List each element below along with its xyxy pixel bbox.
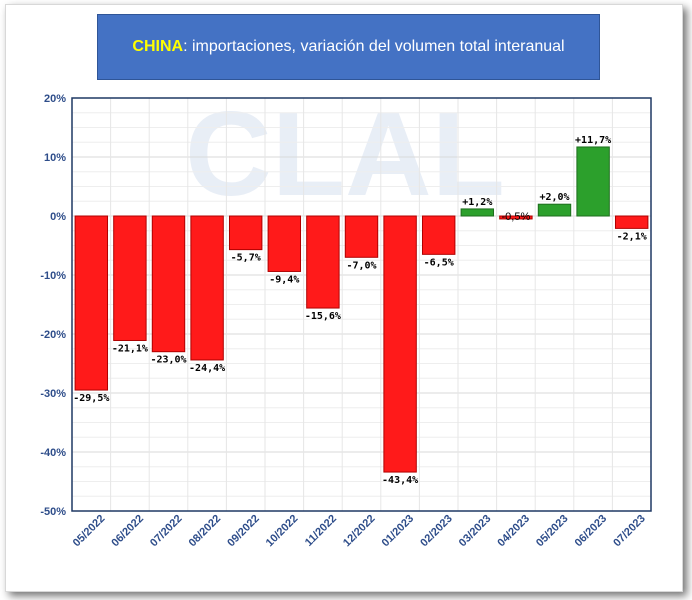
bar-02-2023 (421, 215, 456, 255)
x-tick-label: 07/2022 (148, 513, 185, 550)
data-label: +2,0% (539, 192, 569, 203)
data-label: -23,0% (150, 355, 186, 366)
y-tick-label: -50% (40, 506, 66, 518)
x-tick-label: 05/2022 (71, 513, 108, 550)
bar-06-2022 (113, 215, 147, 341)
x-tick-label: 12/2022 (341, 513, 378, 550)
bar-07-2022 (151, 215, 186, 353)
data-label: -21,1% (112, 343, 148, 354)
data-label: -7,0% (346, 260, 376, 271)
x-tick-label: 02/2023 (418, 513, 455, 550)
chart-axes (71, 97, 652, 512)
y-tick-label: 10% (44, 152, 66, 164)
title-text: : importaciones, variación del volumen t… (183, 38, 565, 55)
y-tick-label: -10% (40, 270, 66, 282)
bar-05-2022 (74, 215, 109, 391)
data-label: -5,7% (231, 253, 261, 264)
x-tick-label: 03/2023 (457, 513, 494, 550)
data-label: -29,5% (73, 393, 109, 404)
bar-07-2023 (614, 215, 649, 229)
y-tick-label: -40% (40, 447, 66, 459)
y-tick-label: 20% (44, 93, 66, 105)
bar-06-2023 (576, 146, 610, 217)
bar-10-2022 (267, 215, 302, 272)
x-tick-label: 01/2023 (380, 513, 417, 550)
bar-08-2022 (190, 215, 224, 361)
data-label: +11,7% (575, 135, 611, 146)
bar-01-2023 (383, 215, 417, 473)
data-label: -2,1% (617, 231, 647, 242)
data-label: -43,4% (382, 475, 418, 486)
data-label: +1,2% (462, 197, 492, 208)
y-tick-label: -20% (40, 329, 66, 341)
chart-bars (74, 146, 649, 473)
data-label: -24,4% (189, 363, 225, 374)
plot-border (71, 97, 652, 512)
x-tick-label: 04/2023 (495, 513, 532, 550)
x-tick-label: 11/2022 (303, 513, 339, 549)
x-tick-label: 06/2022 (109, 513, 146, 550)
data-label: -9,4% (269, 274, 299, 285)
y-axis-ticks: 20% 10% 0% -10% -20% -30% -40% -50% (40, 93, 66, 518)
data-label: -6,5% (424, 257, 454, 268)
watermark-text: CLAL (185, 87, 505, 221)
data-labels: -29,5% -21,1%-23,0%-24,4% -5,7% -9,4% -15,6%… (73, 135, 647, 486)
x-tick-label: 10/2022 (264, 513, 301, 550)
data-label: -0,5% (502, 211, 531, 223)
x-axis-ticks: 05/2022 06/2022 07/2022 08/2022 09/2022 10/20… (71, 513, 648, 550)
x-tick-label: 05/2023 (534, 513, 571, 550)
y-tick-label: -30% (40, 388, 66, 400)
bar-11-2022 (306, 215, 340, 309)
y-tick-label: 0% (50, 211, 66, 223)
bar-04-2023 (499, 215, 533, 220)
bar-05-2023 (537, 203, 572, 217)
title-country: CHINA (132, 38, 184, 55)
bar-03-2023 (460, 208, 495, 217)
bar-09-2022 (228, 215, 263, 251)
bar-12-2022 (344, 215, 379, 258)
x-tick-label: 07/2023 (611, 513, 648, 550)
chart-title-box: CHINA: importaciones, variación del volu… (97, 14, 600, 80)
data-label: -15,6% (305, 311, 341, 322)
x-tick-label: 08/2022 (187, 513, 224, 550)
x-tick-label: 06/2023 (573, 513, 610, 550)
x-tick-label: 09/2022 (225, 513, 262, 550)
